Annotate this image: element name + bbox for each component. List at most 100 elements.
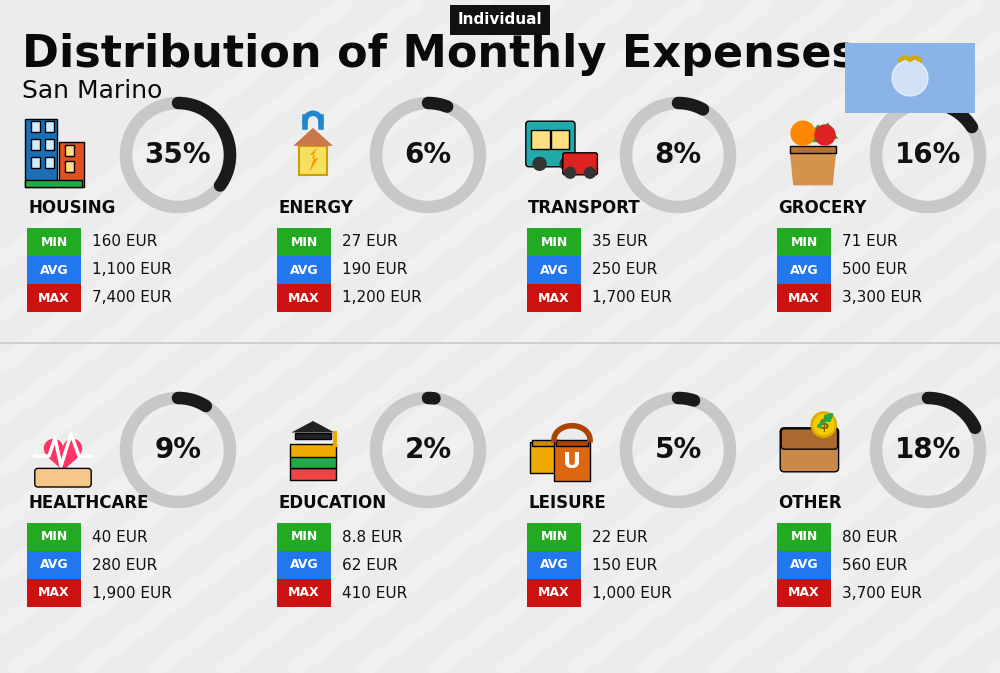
Text: MAX: MAX (538, 291, 570, 304)
FancyBboxPatch shape (526, 121, 575, 167)
FancyBboxPatch shape (295, 433, 331, 439)
FancyBboxPatch shape (27, 256, 81, 284)
Text: GROCERY: GROCERY (778, 199, 866, 217)
Text: 71 EUR: 71 EUR (842, 234, 898, 250)
FancyBboxPatch shape (65, 145, 74, 156)
Polygon shape (790, 149, 836, 185)
FancyBboxPatch shape (277, 551, 331, 579)
FancyBboxPatch shape (777, 284, 831, 312)
FancyBboxPatch shape (554, 442, 590, 481)
Text: LEISURE: LEISURE (528, 494, 606, 512)
FancyBboxPatch shape (790, 146, 836, 153)
Text: 40 EUR: 40 EUR (92, 530, 148, 544)
Text: MAX: MAX (788, 586, 820, 600)
Circle shape (585, 168, 595, 178)
Text: 2%: 2% (404, 436, 452, 464)
Text: MIN: MIN (540, 530, 568, 544)
Text: 1,200 EUR: 1,200 EUR (342, 291, 422, 306)
Text: MIN: MIN (40, 530, 68, 544)
FancyBboxPatch shape (290, 456, 336, 468)
Text: 35 EUR: 35 EUR (592, 234, 648, 250)
Text: AVG: AVG (540, 264, 568, 277)
Text: 560 EUR: 560 EUR (842, 557, 907, 573)
Polygon shape (309, 147, 318, 173)
Text: MAX: MAX (788, 291, 820, 304)
Text: OTHER: OTHER (778, 494, 842, 512)
Text: 1,700 EUR: 1,700 EUR (592, 291, 672, 306)
Circle shape (560, 157, 573, 170)
FancyBboxPatch shape (527, 256, 581, 284)
Text: 35%: 35% (145, 141, 211, 169)
FancyBboxPatch shape (35, 468, 91, 487)
Text: HEALTHCARE: HEALTHCARE (28, 494, 148, 512)
FancyBboxPatch shape (527, 284, 581, 312)
Text: MAX: MAX (288, 586, 320, 600)
Text: 1,100 EUR: 1,100 EUR (92, 262, 172, 277)
Text: 250 EUR: 250 EUR (592, 262, 657, 277)
Text: 3,700 EUR: 3,700 EUR (842, 586, 922, 600)
FancyBboxPatch shape (531, 131, 550, 149)
Text: AVG: AVG (540, 559, 568, 571)
FancyBboxPatch shape (527, 579, 581, 607)
Circle shape (892, 60, 928, 96)
FancyBboxPatch shape (31, 121, 40, 132)
FancyBboxPatch shape (551, 131, 569, 149)
Polygon shape (44, 439, 82, 473)
Text: 8%: 8% (654, 141, 702, 169)
Text: 150 EUR: 150 EUR (592, 557, 657, 573)
Text: 6%: 6% (404, 141, 452, 169)
Text: AVG: AVG (790, 264, 818, 277)
FancyBboxPatch shape (27, 523, 81, 551)
Text: Distribution of Monthly Expenses: Distribution of Monthly Expenses (22, 34, 858, 77)
Text: 160 EUR: 160 EUR (92, 234, 157, 250)
FancyBboxPatch shape (527, 228, 581, 256)
FancyBboxPatch shape (777, 551, 831, 579)
FancyBboxPatch shape (27, 284, 81, 312)
Text: MIN: MIN (40, 236, 68, 248)
FancyBboxPatch shape (27, 551, 81, 579)
Text: 80 EUR: 80 EUR (842, 530, 898, 544)
Text: HOUSING: HOUSING (28, 199, 115, 217)
FancyBboxPatch shape (563, 153, 597, 175)
FancyBboxPatch shape (527, 523, 581, 551)
Text: MIN: MIN (540, 236, 568, 248)
Text: 16%: 16% (895, 141, 961, 169)
FancyBboxPatch shape (65, 161, 74, 172)
Text: 27 EUR: 27 EUR (342, 234, 398, 250)
FancyBboxPatch shape (45, 139, 54, 150)
FancyBboxPatch shape (31, 157, 40, 168)
FancyBboxPatch shape (532, 439, 559, 446)
FancyBboxPatch shape (780, 428, 839, 472)
Circle shape (565, 168, 576, 178)
Text: MAX: MAX (288, 291, 320, 304)
Text: TRANSPORT: TRANSPORT (528, 199, 641, 217)
FancyBboxPatch shape (277, 523, 331, 551)
Text: 7,400 EUR: 7,400 EUR (92, 291, 172, 306)
Text: 280 EUR: 280 EUR (92, 557, 157, 573)
FancyBboxPatch shape (25, 119, 57, 187)
Text: Individual: Individual (458, 13, 542, 28)
FancyBboxPatch shape (527, 551, 581, 579)
FancyBboxPatch shape (59, 141, 84, 187)
FancyBboxPatch shape (277, 256, 331, 284)
FancyBboxPatch shape (777, 256, 831, 284)
FancyBboxPatch shape (777, 579, 831, 607)
FancyBboxPatch shape (27, 228, 81, 256)
Text: ENERGY: ENERGY (278, 199, 353, 217)
Circle shape (811, 412, 836, 437)
Circle shape (791, 121, 815, 145)
Text: MAX: MAX (38, 586, 70, 600)
Text: MIN: MIN (290, 236, 318, 248)
Polygon shape (293, 128, 333, 146)
Polygon shape (803, 125, 833, 142)
Text: 190 EUR: 190 EUR (342, 262, 407, 277)
FancyBboxPatch shape (25, 180, 82, 187)
Circle shape (815, 125, 835, 145)
Text: MIN: MIN (790, 530, 818, 544)
FancyBboxPatch shape (845, 43, 975, 113)
Text: AVG: AVG (790, 559, 818, 571)
Text: 3,300 EUR: 3,300 EUR (842, 291, 922, 306)
FancyBboxPatch shape (27, 579, 81, 607)
FancyBboxPatch shape (31, 139, 40, 150)
Text: MAX: MAX (538, 586, 570, 600)
